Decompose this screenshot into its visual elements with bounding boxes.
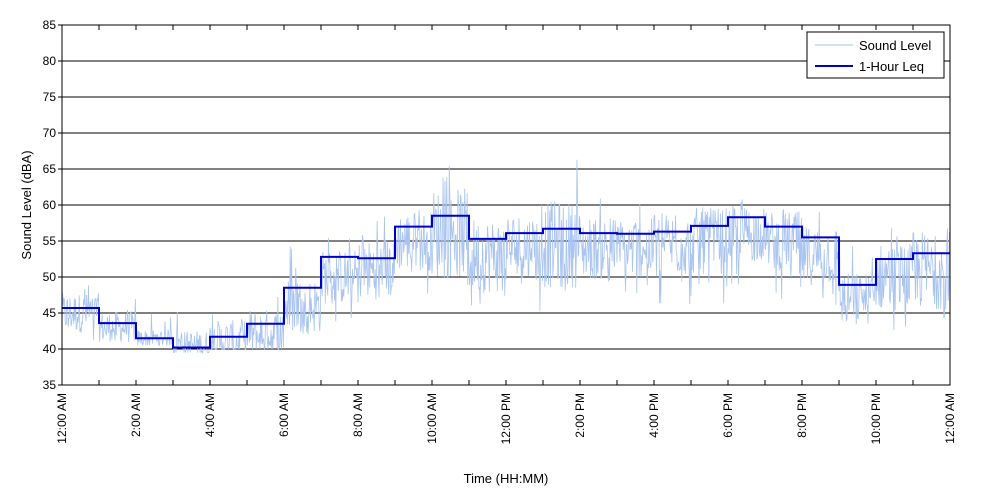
y-tick-label: 55	[43, 234, 57, 248]
legend: Sound Level 1-Hour Leq	[806, 31, 945, 79]
y-tick-label: 60	[43, 198, 57, 212]
x-tick-label: 12:00 AM	[943, 393, 957, 444]
sound-level-series	[61, 159, 950, 354]
x-tick-label: 6:00 AM	[277, 393, 291, 437]
y-tick-label: 75	[43, 90, 57, 104]
y-tick-label: 35	[43, 378, 57, 392]
x-tick-label: 4:00 PM	[647, 393, 661, 438]
leq-step-line	[62, 214, 950, 349]
y-axis-label: Sound Level (dBA)	[19, 150, 34, 259]
x-tick-label: 8:00 PM	[795, 393, 809, 438]
x-tick-label: 8:00 AM	[351, 393, 365, 437]
x-tick-label: 10:00 AM	[425, 393, 439, 444]
x-tick-label: 10:00 PM	[869, 393, 883, 444]
x-axis-ticks: 12:00 AM 2:00 AM 4:00 AM 6:00 AM 8:00 AM 10:0…	[55, 25, 957, 444]
y-tick-label: 65	[43, 162, 57, 176]
y-axis-ticks: 35 40 45 50 55 60 65 70 75 80 85	[43, 18, 62, 392]
x-tick-label: 12:00 PM	[499, 393, 513, 444]
legend-label-sound-level: Sound Level	[859, 38, 931, 53]
legend-label-leq: 1-Hour Leq	[859, 59, 924, 74]
leq-series	[62, 214, 950, 349]
sound-level-line	[61, 159, 950, 354]
legend-box	[806, 31, 945, 79]
y-tick-label: 70	[43, 126, 57, 140]
x-tick-label: 6:00 PM	[721, 393, 735, 438]
x-tick-label: 2:00 AM	[129, 393, 143, 437]
x-tick-label: 12:00 AM	[55, 393, 69, 444]
y-tick-label: 50	[43, 270, 57, 284]
x-axis-label: Time (HH:MM)	[464, 471, 549, 486]
y-tick-label: 80	[43, 54, 57, 68]
y-tick-label: 40	[43, 342, 57, 356]
y-tick-label: 85	[43, 18, 57, 32]
x-tick-label: 2:00 PM	[573, 393, 587, 438]
y-tick-label: 45	[43, 306, 57, 320]
x-tick-label: 4:00 AM	[203, 393, 217, 437]
